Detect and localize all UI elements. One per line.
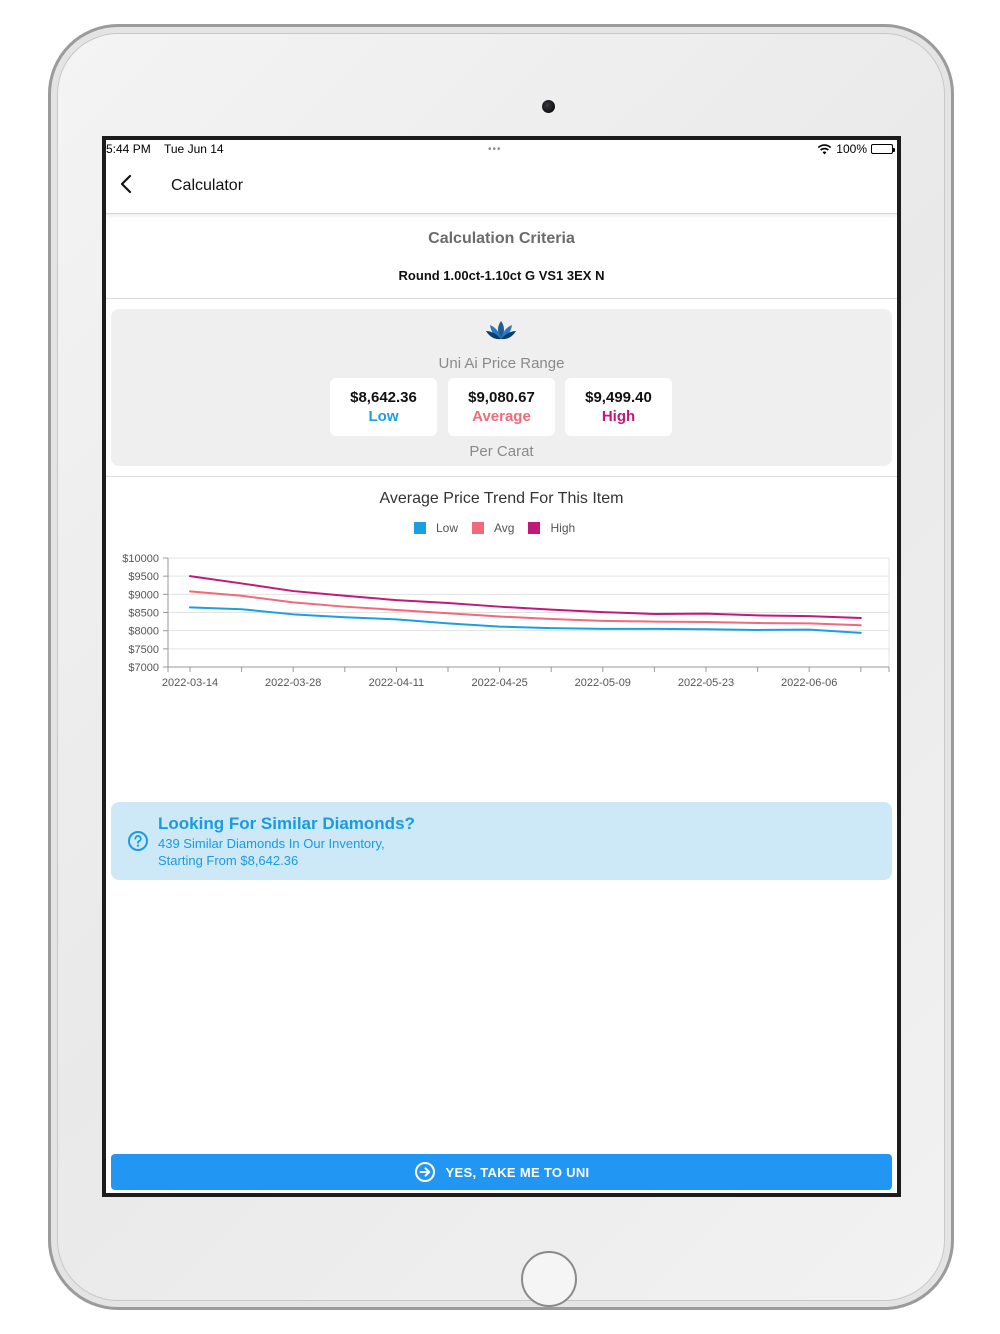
low-price-amount: $8,642.36 (350, 389, 417, 406)
y-tick-label: $9500 (128, 571, 159, 583)
status-time: 5:44 PM (106, 142, 151, 156)
page-title: Calculator (171, 177, 244, 194)
similar-title: Looking For Similar Diamonds? (158, 814, 415, 833)
x-tick-label: 2022-06-06 (781, 677, 837, 689)
legend-item-low[interactable]: Low (414, 521, 458, 535)
chart-legend: Low Avg High (414, 521, 575, 535)
price-range-title: Uni Ai Price Range (438, 355, 565, 372)
front-camera (542, 100, 555, 113)
x-tick-label: 2022-03-28 (265, 677, 321, 689)
legend-label-avg: Avg (494, 521, 515, 535)
x-tick-label: 2022-05-23 (678, 677, 734, 689)
series-line-low (189, 606, 862, 634)
low-price-card: $8,642.36 Low (330, 378, 437, 436)
take-me-to-uni-button[interactable]: YES, TAKE ME TO UNI (111, 1154, 892, 1190)
y-tick-label: $7000 (128, 662, 159, 674)
legend-item-avg[interactable]: Avg (472, 521, 514, 535)
average-price-amount: $9,080.67 (468, 389, 535, 406)
status-right: 100% (817, 142, 895, 156)
criteria-title: Calculation Criteria (428, 230, 575, 247)
home-button[interactable] (521, 1251, 577, 1307)
line-chart: $10000$9500$9000$8500$8000$7500$70002022… (122, 553, 890, 689)
similar-diamonds-banner[interactable]: Looking For Similar Diamonds? 439 Simila… (111, 802, 892, 880)
average-price-card: $9,080.67 Average (448, 378, 555, 436)
y-tick-label: $9000 (128, 589, 159, 601)
legend-swatch-low (414, 522, 426, 534)
arrow-circle-right-icon (414, 1162, 435, 1182)
status-bar: 5:44 PM Tue Jun 14 ••• 100% (106, 140, 897, 158)
calculation-criteria: Calculation Criteria Round 1.00ct-1.10ct… (106, 215, 897, 299)
lotus-logo-icon (486, 321, 516, 340)
price-trend-chart: Average Price Trend For This Item Low Av… (106, 476, 897, 776)
similar-count-text: 439 Similar Diamonds In Our Inventory, (158, 836, 385, 851)
series-line-avg (189, 590, 862, 627)
average-price-label: Average (472, 408, 531, 425)
high-price-label: High (601, 408, 636, 425)
x-tick-label: 2022-04-25 (471, 677, 527, 689)
y-tick-label: $8500 (128, 608, 159, 620)
legend-swatch-high (528, 522, 541, 534)
low-price-label: Low (368, 408, 399, 425)
battery-percent: 100% (836, 142, 867, 156)
legend-item-high[interactable]: High (528, 521, 575, 535)
chevron-left-icon (120, 174, 132, 194)
series-line-high (189, 575, 862, 619)
x-tick-label: 2022-05-09 (575, 677, 631, 689)
legend-swatch-avg (472, 522, 485, 534)
per-carat-label: Per Carat (469, 443, 534, 460)
y-tick-label: $10000 (122, 553, 159, 565)
question-circle-icon (128, 831, 148, 851)
app-screen: 5:44 PM Tue Jun 14 ••• 100% Calculator C… (102, 136, 901, 1197)
criteria-value: Round 1.00ct-1.10ct G VS1 3EX N (398, 268, 605, 283)
legend-label-high: High (550, 521, 576, 535)
navigation-bar: Calculator (106, 158, 897, 214)
similar-starting-price-text: Starting From $8,642.36 (158, 853, 299, 868)
take-me-to-uni-label: YES, TAKE ME TO UNI (445, 1164, 590, 1180)
chart-title: Average Price Trend For This Item (379, 490, 624, 507)
legend-label-low: Low (436, 521, 459, 535)
x-tick-label: 2022-04-11 (369, 677, 424, 689)
price-range-panel: Uni Ai Price Range $8,642.36 Low $9,080.… (111, 309, 892, 466)
y-tick-label: $8000 (128, 626, 159, 638)
status-date: Tue Jun 14 (164, 142, 224, 156)
battery-icon (871, 144, 895, 154)
y-tick-label: $7500 (128, 644, 159, 656)
back-button[interactable] (114, 172, 138, 196)
high-price-card: $9,499.40 High (565, 378, 672, 436)
wifi-icon (818, 143, 832, 154)
multitasking-dots[interactable]: ••• (488, 144, 502, 155)
x-tick-label: 2022-03-14 (162, 677, 218, 689)
high-price-amount: $9,499.40 (585, 389, 652, 406)
